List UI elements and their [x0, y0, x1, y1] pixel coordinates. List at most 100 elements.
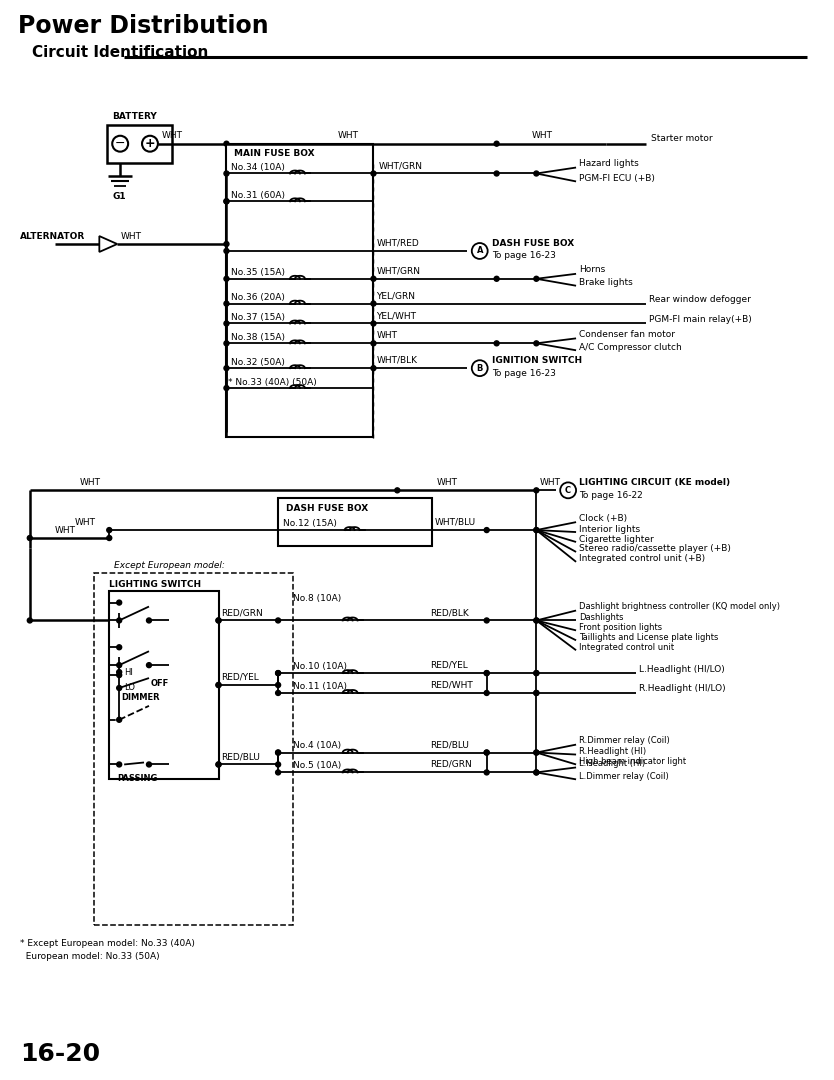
Circle shape	[534, 618, 539, 623]
Text: YEL/WHT: YEL/WHT	[376, 311, 416, 320]
Text: BATTERY: BATTERY	[113, 112, 157, 121]
Text: WHT: WHT	[338, 132, 359, 140]
Text: ALTERNATOR: ALTERNATOR	[20, 231, 85, 241]
Text: Power Distribution: Power Distribution	[18, 14, 269, 38]
Circle shape	[224, 171, 229, 176]
Circle shape	[216, 683, 221, 688]
Text: Starter motor: Starter motor	[651, 134, 712, 144]
Circle shape	[117, 673, 122, 677]
Text: Dashlights: Dashlights	[579, 613, 624, 622]
Text: IGNITION SWITCH: IGNITION SWITCH	[492, 355, 582, 365]
Circle shape	[117, 645, 122, 650]
Circle shape	[28, 618, 33, 623]
Circle shape	[485, 671, 490, 676]
Circle shape	[275, 751, 280, 755]
Circle shape	[534, 618, 539, 623]
Circle shape	[534, 751, 539, 755]
Text: No.11 (10A): No.11 (10A)	[293, 681, 347, 690]
Text: WHT: WHT	[79, 477, 100, 487]
Text: A: A	[476, 246, 483, 256]
Text: Integrated control unit (+B): Integrated control unit (+B)	[579, 554, 706, 564]
Circle shape	[117, 686, 122, 690]
Text: WHT: WHT	[437, 477, 458, 487]
Bar	[109, 591, 219, 780]
Text: * No.33 (40A) (50A): * No.33 (40A) (50A)	[229, 378, 317, 387]
Text: Except European model:: Except European model:	[114, 562, 225, 570]
Text: RED/BLU: RED/BLU	[430, 740, 469, 750]
Circle shape	[275, 671, 280, 676]
Circle shape	[371, 301, 376, 306]
Text: Dashlight brightness controller (KQ model only): Dashlight brightness controller (KQ mode…	[579, 602, 780, 611]
Circle shape	[107, 528, 112, 532]
Circle shape	[534, 690, 539, 696]
Circle shape	[485, 671, 490, 676]
Circle shape	[472, 361, 488, 376]
Circle shape	[371, 276, 376, 281]
Circle shape	[534, 341, 539, 346]
Text: Cigarette lighter: Cigarette lighter	[579, 535, 654, 543]
Circle shape	[485, 690, 490, 696]
Circle shape	[275, 762, 280, 767]
Bar	[278, 498, 432, 546]
Circle shape	[534, 671, 539, 676]
Text: WHT/GRN: WHT/GRN	[379, 161, 423, 170]
Text: RED/GRN: RED/GRN	[430, 760, 472, 769]
Circle shape	[485, 751, 490, 755]
Circle shape	[147, 618, 152, 623]
Text: R.Headlight (HI): R.Headlight (HI)	[579, 747, 646, 756]
Circle shape	[472, 243, 488, 259]
Circle shape	[117, 618, 122, 623]
Circle shape	[224, 242, 229, 246]
Text: RED/BLK: RED/BLK	[430, 608, 469, 617]
Circle shape	[485, 770, 490, 774]
Bar	[94, 572, 293, 926]
Text: WHT: WHT	[376, 330, 398, 340]
Text: * Except European model: No.33 (40A): * Except European model: No.33 (40A)	[20, 939, 195, 948]
Circle shape	[216, 618, 221, 623]
Circle shape	[494, 276, 499, 281]
Text: LO: LO	[124, 684, 135, 692]
Circle shape	[117, 670, 122, 675]
Text: No.35 (15A): No.35 (15A)	[231, 268, 285, 278]
Text: Front position lights: Front position lights	[579, 623, 662, 632]
Circle shape	[224, 199, 229, 204]
Text: A/C Compressor clutch: A/C Compressor clutch	[579, 342, 682, 352]
Text: No.34 (10A): No.34 (10A)	[231, 163, 285, 172]
Circle shape	[275, 618, 280, 623]
Text: PGM-FI main relay(+B): PGM-FI main relay(+B)	[649, 315, 751, 324]
Text: WHT: WHT	[121, 231, 142, 241]
Text: MAIN FUSE BOX: MAIN FUSE BOX	[234, 149, 315, 158]
Circle shape	[216, 618, 221, 623]
Text: WHT/BLU: WHT/BLU	[435, 517, 476, 527]
Text: +: +	[144, 137, 155, 150]
Text: Hazard lights: Hazard lights	[579, 159, 639, 168]
Circle shape	[142, 136, 158, 151]
Text: High beam indicator light: High beam indicator light	[579, 757, 686, 766]
Circle shape	[224, 276, 229, 281]
Circle shape	[485, 751, 490, 755]
Text: Integrated control unit: Integrated control unit	[579, 643, 674, 651]
Text: Interior lights: Interior lights	[579, 525, 641, 534]
Text: WHT: WHT	[74, 517, 95, 527]
Circle shape	[485, 528, 490, 532]
Text: L.Headlight (HI/LO): L.Headlight (HI/LO)	[639, 664, 725, 674]
Circle shape	[534, 671, 539, 676]
Text: DASH FUSE BOX: DASH FUSE BOX	[492, 239, 574, 247]
Text: LIGHTING SWITCH: LIGHTING SWITCH	[109, 580, 201, 590]
Text: No.8 (10A): No.8 (10A)	[293, 594, 341, 603]
Circle shape	[485, 618, 490, 623]
Text: OFF: OFF	[151, 678, 169, 688]
Text: HI: HI	[124, 667, 133, 676]
Circle shape	[275, 671, 280, 676]
Text: Brake lights: Brake lights	[579, 279, 633, 287]
Circle shape	[534, 770, 539, 774]
Circle shape	[224, 199, 229, 204]
Text: PASSING: PASSING	[118, 774, 158, 783]
Circle shape	[534, 690, 539, 696]
Circle shape	[534, 751, 539, 755]
Circle shape	[275, 770, 280, 774]
Circle shape	[224, 301, 229, 306]
Circle shape	[224, 366, 229, 370]
Circle shape	[117, 663, 122, 667]
Circle shape	[371, 321, 376, 326]
